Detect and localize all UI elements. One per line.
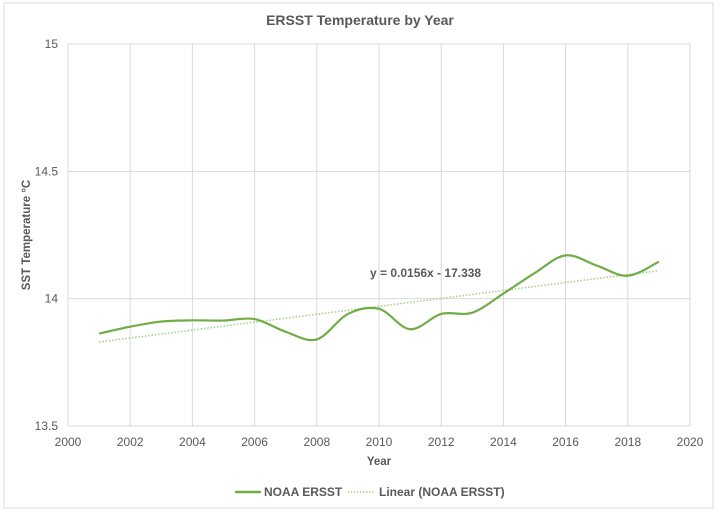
x-tick-label: 2008 (303, 435, 330, 449)
chart-title: ERSST Temperature by Year (266, 12, 454, 28)
x-axis-ticks: 2000 2002 2004 2006 2008 2010 2012 2014 2016 2018… (55, 435, 704, 449)
series-group (98, 254, 660, 342)
legend-label-linear-trend: Linear (NOAA ERSST) (379, 485, 505, 499)
legend-label-noaa-ersst: NOAA ERSST (264, 485, 343, 499)
x-tick-label: 2014 (490, 435, 517, 449)
x-tick-label: 2010 (366, 435, 393, 449)
chart-border (3, 2, 714, 509)
x-tick-label: 2002 (117, 435, 144, 449)
x-tick-label: 2000 (55, 435, 82, 449)
y-tick-label: 14 (45, 292, 59, 306)
x-tick-label: 2016 (552, 435, 579, 449)
x-tick-label: 2006 (241, 435, 268, 449)
trendline-equation: y = 0.0156x - 17.338 (370, 266, 481, 280)
y-axis-ticks: 13.5 14 14.5 15 (35, 37, 59, 433)
series-line-noaa-ersst (98, 254, 660, 342)
x-tick-label: 2004 (179, 435, 206, 449)
x-tick-label: 2012 (428, 435, 455, 449)
x-axis-label: Year (367, 456, 392, 468)
y-tick-label: 15 (45, 37, 59, 51)
y-tick-label: 13.5 (35, 419, 59, 433)
y-axis-label: SST Temperature °C (21, 180, 33, 290)
y-tick-label: 14.5 (35, 164, 59, 178)
gridlines (67, 43, 691, 427)
legend: NOAA ERSST Linear (NOAA ERSST) (235, 485, 505, 499)
x-tick-label: 2020 (677, 435, 704, 449)
x-tick-label: 2018 (614, 435, 641, 449)
